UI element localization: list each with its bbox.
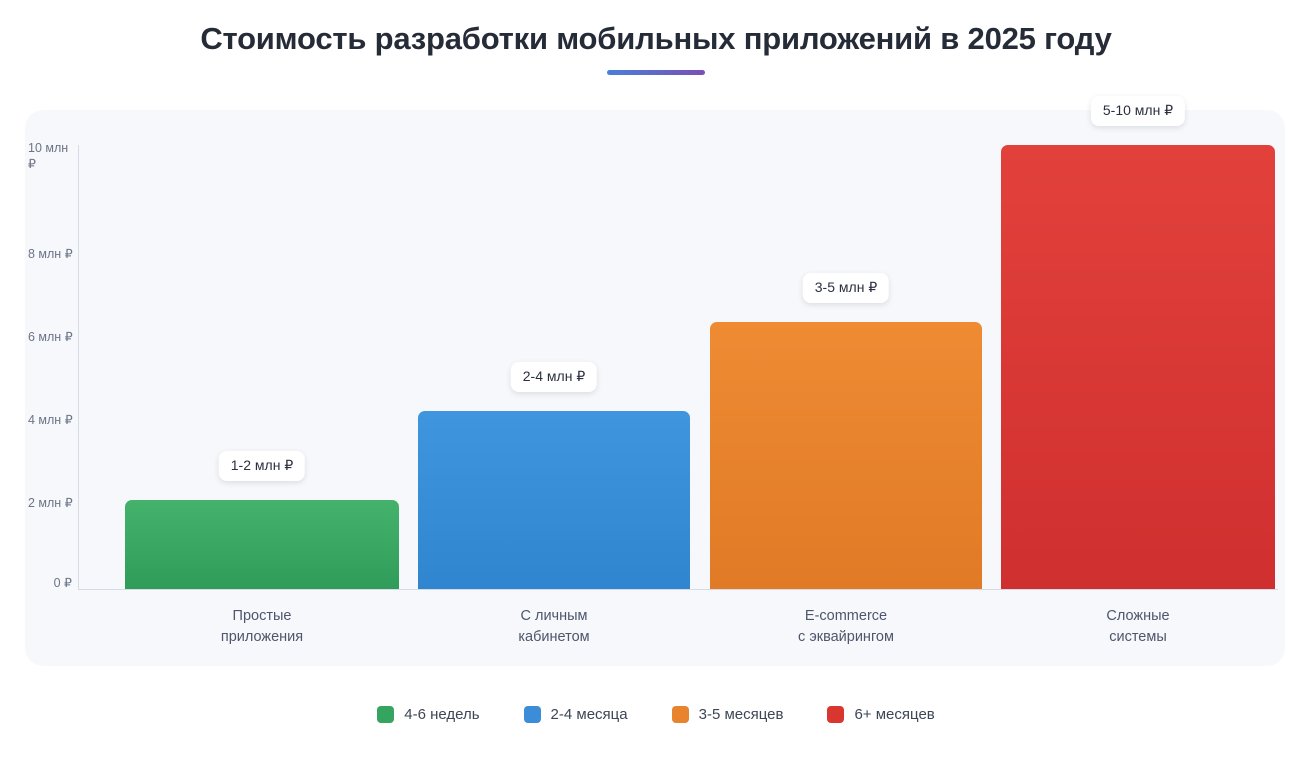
bar-group-complex-systems[interactable]: 5-10 млн ₽ <box>1001 96 1275 589</box>
bar-group-personal-account[interactable]: 2-4 млн ₽ <box>418 145 690 589</box>
y-axis-tick: 4 млн ₽ <box>28 413 73 427</box>
x-axis-label-ecommerce: E-commerce с эквайрингом <box>710 606 982 648</box>
y-axis-tick: 8 млн ₽ <box>28 247 73 261</box>
x-axis-label-line: E-commerce <box>804 608 888 624</box>
x-axis-label-line: Простые <box>232 608 292 624</box>
page-title: Стоимость разработки мобильных приложени… <box>200 21 1112 56</box>
legend-swatch-icon <box>827 706 845 723</box>
y-axis-tick: 0 ₽ <box>53 576 72 590</box>
x-axis-baseline <box>78 589 1278 590</box>
legend-item-6-plus-months[interactable]: 6+ месяцев <box>827 706 935 723</box>
title-underline-accent <box>607 70 705 76</box>
legend-item-3-5-months[interactable]: 3-5 месяцев <box>671 706 784 723</box>
bar-value-label: 2-4 млн ₽ <box>510 362 598 392</box>
plot-area: 1-2 млн ₽ 2-4 млн ₽ 3-5 млн ₽ 5-10 млн ₽ <box>79 96 1278 589</box>
bar-ecommerce[interactable] <box>710 322 982 589</box>
bar-group-simple-apps[interactable]: 1-2 млн ₽ <box>125 145 399 589</box>
x-axis-label-line: кабинетом <box>518 629 590 646</box>
y-axis-tick: 2 млн ₽ <box>28 496 73 510</box>
legend-item-label: 6+ месяцев <box>854 706 935 723</box>
bar-personal-account[interactable] <box>418 411 690 589</box>
chart-panel: 10 млн ₽ 8 млн ₽ 6 млн ₽ 4 млн ₽ 2 млн ₽… <box>25 96 1285 666</box>
bar-simple-apps[interactable] <box>125 500 399 589</box>
legend-item-label: 3-5 месяцев <box>698 706 784 723</box>
chart-header: Стоимость разработки мобильных приложени… <box>0 20 1312 76</box>
legend-swatch-icon <box>377 706 395 723</box>
bar-value-label: 3-5 млн ₽ <box>802 273 890 303</box>
x-axis-label-personal-account: С личным кабинетом <box>418 606 690 648</box>
bar-value-label: 5-10 млн ₽ <box>1090 96 1186 126</box>
legend-item-2-4-months[interactable]: 2-4 месяца <box>523 706 628 723</box>
legend-item-label: 2-4 месяца <box>550 706 628 723</box>
chart-legend: 4-6 недель 2-4 месяца 3-5 месяцев 6+ мес… <box>0 706 1312 723</box>
y-axis-tick-labels: 10 млн ₽ 8 млн ₽ 6 млн ₽ 4 млн ₽ 2 млн ₽… <box>25 110 78 666</box>
x-axis-label-line: Сложные <box>1106 608 1170 624</box>
bar-complex-systems[interactable] <box>1001 145 1275 589</box>
x-axis-label-complex-systems: Сложные системы <box>1001 606 1275 648</box>
y-axis-line <box>78 145 79 590</box>
y-axis-tick: 10 млн ₽ <box>28 141 69 171</box>
bar-group-ecommerce[interactable]: 3-5 млн ₽ <box>710 145 982 589</box>
bar-value-label: 1-2 млн ₽ <box>218 451 306 481</box>
legend-item-4-6-weeks[interactable]: 4-6 недель <box>377 706 480 723</box>
y-axis-tick: 6 млн ₽ <box>28 330 73 344</box>
x-axis-label-line: С личным <box>520 608 588 624</box>
x-axis-label-line: с эквайрингом <box>798 629 894 646</box>
legend-swatch-icon <box>671 706 689 723</box>
x-axis-category-labels: Простые приложения С личным кабинетом E-… <box>79 606 1278 666</box>
x-axis-label-simple-apps: Простые приложения <box>125 606 399 648</box>
legend-swatch-icon <box>523 706 541 723</box>
x-axis-label-line: приложения <box>220 629 304 646</box>
x-axis-label-line: системы <box>1109 629 1167 646</box>
legend-item-label: 4-6 недель <box>404 706 480 723</box>
